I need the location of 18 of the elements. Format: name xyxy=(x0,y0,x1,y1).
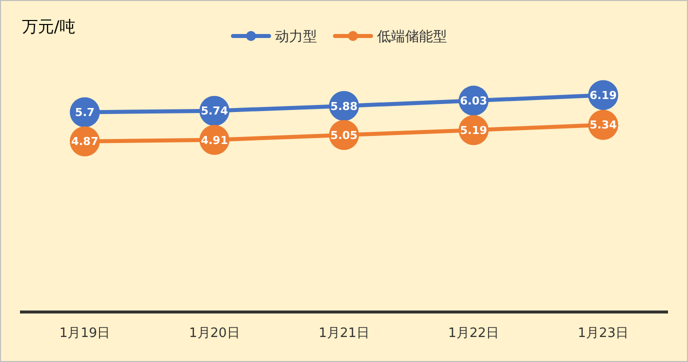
data-label: 5.34 xyxy=(590,118,618,132)
data-label: 4.91 xyxy=(200,134,228,147)
data-label: 6.03 xyxy=(460,94,488,108)
x-tick-label: 1月22日 xyxy=(448,326,500,341)
x-tick-label: 1月21日 xyxy=(318,326,370,341)
data-label: 5.88 xyxy=(330,100,358,113)
data-label: 5.7 xyxy=(75,106,95,120)
data-label: 5.19 xyxy=(460,124,488,137)
data-label: 4.87 xyxy=(71,135,98,148)
y-axis-title: 万元/吨 xyxy=(22,17,76,36)
x-tick-label: 1月20日 xyxy=(188,326,240,341)
legend-label: 低端储能型 xyxy=(377,28,447,45)
data-label: 6.19 xyxy=(590,88,617,102)
x-tick-label: 1月23日 xyxy=(578,326,629,341)
data-label: 5.05 xyxy=(330,128,358,142)
legend-label: 动力型 xyxy=(275,28,317,45)
x-tick-label: 1月19日 xyxy=(59,326,110,341)
data-label: 5.74 xyxy=(200,104,228,118)
